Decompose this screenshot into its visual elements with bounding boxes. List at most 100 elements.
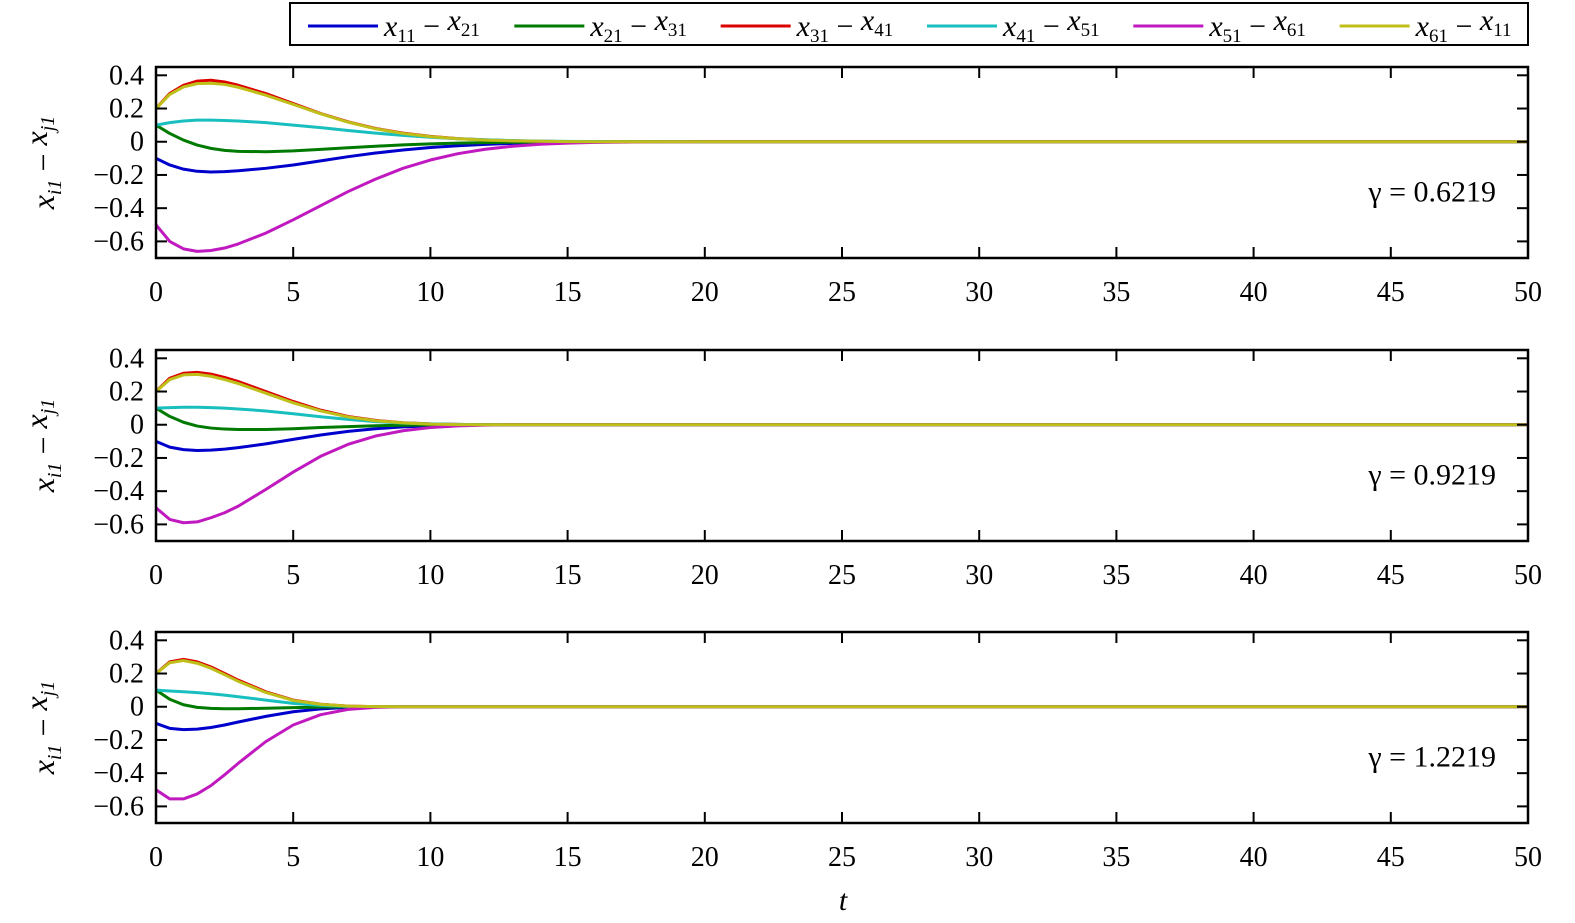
x-tick-label: 40 — [1240, 560, 1268, 591]
y-tick-label: 0.2 — [109, 377, 144, 408]
x-tick-label: 35 — [1102, 277, 1130, 308]
legend-label: x31 − x41 — [796, 4, 894, 47]
x-tick-label: 45 — [1377, 560, 1405, 591]
series-line-2 — [156, 123, 1528, 154]
y-tick-label: 0.2 — [109, 659, 144, 690]
series-lines — [156, 78, 1528, 253]
series-line-5 — [156, 140, 1528, 253]
y-tick-label: −0.4 — [93, 476, 144, 507]
x-tick-label: 50 — [1514, 560, 1542, 591]
y-label-term: x — [18, 414, 54, 429]
x-tick-label: 0 — [149, 842, 163, 873]
x-tick-label: 40 — [1240, 277, 1268, 308]
series-line-1 — [156, 705, 1528, 732]
legend-entry: x41 − x51 — [927, 4, 1100, 47]
y-tick-label: 0.4 — [109, 625, 144, 656]
x-tick-label: 10 — [416, 842, 444, 873]
legend-subscript: 31 — [668, 20, 687, 41]
legend-subscript: 11 — [397, 26, 415, 47]
x-tick-label: 20 — [691, 560, 719, 591]
legend: x11 − x21 x21 − x31 x31 − x41 x41 − x51 x51 … — [289, 2, 1529, 47]
legend-term: x — [589, 10, 604, 43]
x-tick-label: 5 — [286, 277, 300, 308]
x-tick-label: 15 — [554, 277, 582, 308]
y-axis-label: xi1 − xj1 — [18, 399, 66, 494]
subplot-3: 0 5 10 15 20 25 30 35 40 45 500.40.20−0.2−0.4−0.6γ… — [18, 625, 1542, 873]
x-tick-label: 20 — [691, 842, 719, 873]
series-line-5 — [156, 423, 1528, 525]
y-label-term: x — [25, 195, 61, 210]
plot-frame — [154, 630, 1530, 825]
y-label-subscript: i1 — [44, 745, 66, 761]
legend-entry: x21 − x31 — [514, 4, 687, 47]
plot-frame — [154, 65, 1530, 260]
legend-subscript: 21 — [604, 26, 623, 47]
legend-term: x — [447, 4, 462, 37]
y-tick-label: −0.2 — [93, 725, 144, 756]
legend-term: x — [1415, 10, 1430, 43]
legend-term: x — [1066, 4, 1081, 37]
legend-term: x — [796, 10, 811, 43]
legend-subscript: 11 — [1493, 20, 1511, 41]
x-tick-label: 25 — [828, 277, 856, 308]
y-label-subscript: i1 — [44, 180, 66, 196]
legend-term: − — [829, 10, 861, 43]
y-tick-label: 0 — [130, 127, 144, 158]
x-tick-label: 25 — [828, 842, 856, 873]
y-tick-label: −0.6 — [93, 226, 144, 257]
x-tick-label: 5 — [286, 560, 300, 591]
y-tick-label: −0.4 — [93, 193, 144, 224]
legend-term: − — [1448, 10, 1480, 43]
legend-term: x — [1479, 4, 1494, 37]
legend-subscript: 51 — [1081, 20, 1100, 41]
series-line-6 — [156, 372, 1528, 427]
y-label-subscript: j1 — [37, 681, 59, 700]
legend-term: − — [1242, 10, 1274, 43]
y-tick-label: −0.6 — [93, 791, 144, 822]
x-tick-label: 10 — [416, 560, 444, 591]
y-tick-label: 0.4 — [109, 343, 144, 374]
legend-entry: x61 − x11 — [1339, 4, 1512, 47]
y-label-term: − — [25, 710, 61, 744]
legend-label: x61 − x11 — [1415, 4, 1512, 47]
x-tick-label: 30 — [965, 277, 993, 308]
x-tick-label: 20 — [691, 277, 719, 308]
legend-term: x — [1208, 10, 1223, 43]
legend-subscript: 61 — [1287, 20, 1306, 41]
legend-term: x — [383, 10, 398, 43]
subplot-2: 0 5 10 15 20 25 30 35 40 45 500.40.20−0.2−0.4−0.6γ… — [18, 343, 1542, 591]
series-line-6 — [156, 659, 1528, 709]
x-tick-label: 45 — [1377, 277, 1405, 308]
legend-subscript: 61 — [1429, 26, 1448, 47]
y-label-term: x — [25, 760, 61, 775]
x-tick-label: 50 — [1514, 842, 1542, 873]
y-label-term: − — [25, 428, 61, 462]
series-line-4 — [156, 688, 1528, 709]
series-lines — [156, 657, 1528, 801]
legend-term: − — [623, 10, 655, 43]
y-tick-label: 0.2 — [109, 94, 144, 125]
legend-entry: x31 − x41 — [720, 4, 894, 47]
x-tick-label: 35 — [1102, 560, 1130, 591]
y-label-term: x — [18, 696, 54, 711]
x-tick-label: 50 — [1514, 277, 1542, 308]
legend-term: x — [1273, 4, 1288, 37]
series-line-3 — [156, 657, 1528, 709]
x-tick-label: 30 — [965, 560, 993, 591]
legend-subscript: 51 — [1223, 26, 1242, 47]
series-line-6 — [156, 81, 1528, 144]
y-label-subscript: j1 — [37, 399, 59, 418]
series-line-4 — [156, 405, 1528, 427]
series-line-1 — [156, 423, 1528, 452]
legend-subscript: 21 — [461, 20, 480, 41]
legend-label: x11 − x21 — [383, 4, 480, 47]
subplots: 0 5 10 15 20 25 30 35 40 45 500.40.20−0.2−0.4−0.6γ… — [18, 60, 1542, 873]
x-tick-label: 40 — [1240, 842, 1268, 873]
legend-box — [289, 2, 1529, 46]
y-tick-label: 0 — [130, 410, 144, 441]
y-tick-label: −0.4 — [93, 758, 144, 789]
y-tick-label: 0 — [130, 692, 144, 723]
legend-entry: x11 − x21 — [308, 4, 480, 47]
legend-term: x — [654, 4, 669, 37]
gamma-annotation: γ = 0.9219 — [1367, 459, 1496, 492]
